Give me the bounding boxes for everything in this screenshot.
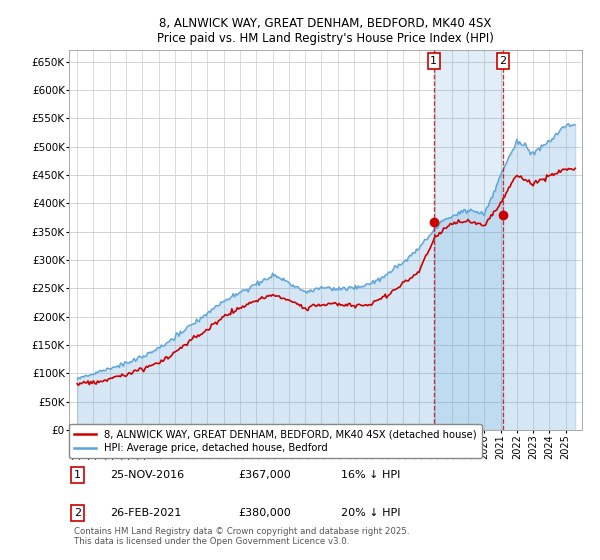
Text: 25-NOV-2016: 25-NOV-2016 — [110, 470, 184, 480]
Title: 8, ALNWICK WAY, GREAT DENHAM, BEDFORD, MK40 4SX
Price paid vs. HM Land Registry': 8, ALNWICK WAY, GREAT DENHAM, BEDFORD, M… — [157, 17, 494, 45]
Text: 2: 2 — [499, 56, 506, 66]
Text: 2: 2 — [74, 508, 81, 518]
Text: 1: 1 — [74, 470, 81, 480]
Text: 16% ↓ HPI: 16% ↓ HPI — [341, 470, 400, 480]
Text: Contains HM Land Registry data © Crown copyright and database right 2025.
This d: Contains HM Land Registry data © Crown c… — [74, 527, 410, 547]
Text: 20% ↓ HPI: 20% ↓ HPI — [341, 508, 400, 518]
Bar — [434, 50, 503, 430]
Text: £367,000: £367,000 — [238, 470, 291, 480]
Text: £380,000: £380,000 — [238, 508, 291, 518]
Legend: 8, ALNWICK WAY, GREAT DENHAM, BEDFORD, MK40 4SX (detached house), HPI: Average p: 8, ALNWICK WAY, GREAT DENHAM, BEDFORD, M… — [69, 424, 482, 458]
Text: 26-FEB-2021: 26-FEB-2021 — [110, 508, 181, 518]
Text: 1: 1 — [430, 56, 437, 66]
